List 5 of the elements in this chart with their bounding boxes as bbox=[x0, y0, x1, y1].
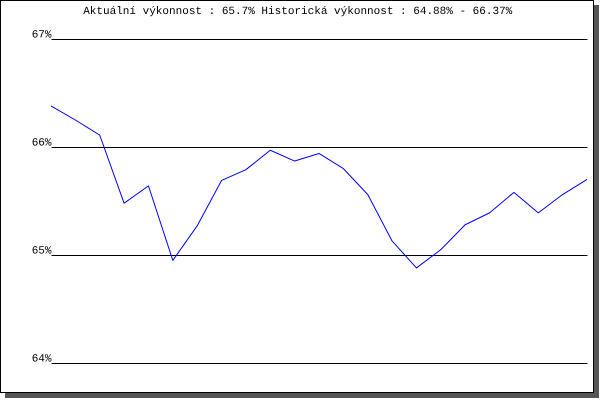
y-tick-label: 67% bbox=[32, 30, 52, 42]
y-tick-label: 64% bbox=[32, 354, 52, 366]
y-tick-label: 66% bbox=[32, 138, 52, 150]
y-tick-label: 65% bbox=[32, 246, 52, 258]
chart-title: Aktuální výkonnost : 65.7% Historická výkonnost : 64.88% - 66.37% bbox=[83, 6, 513, 18]
